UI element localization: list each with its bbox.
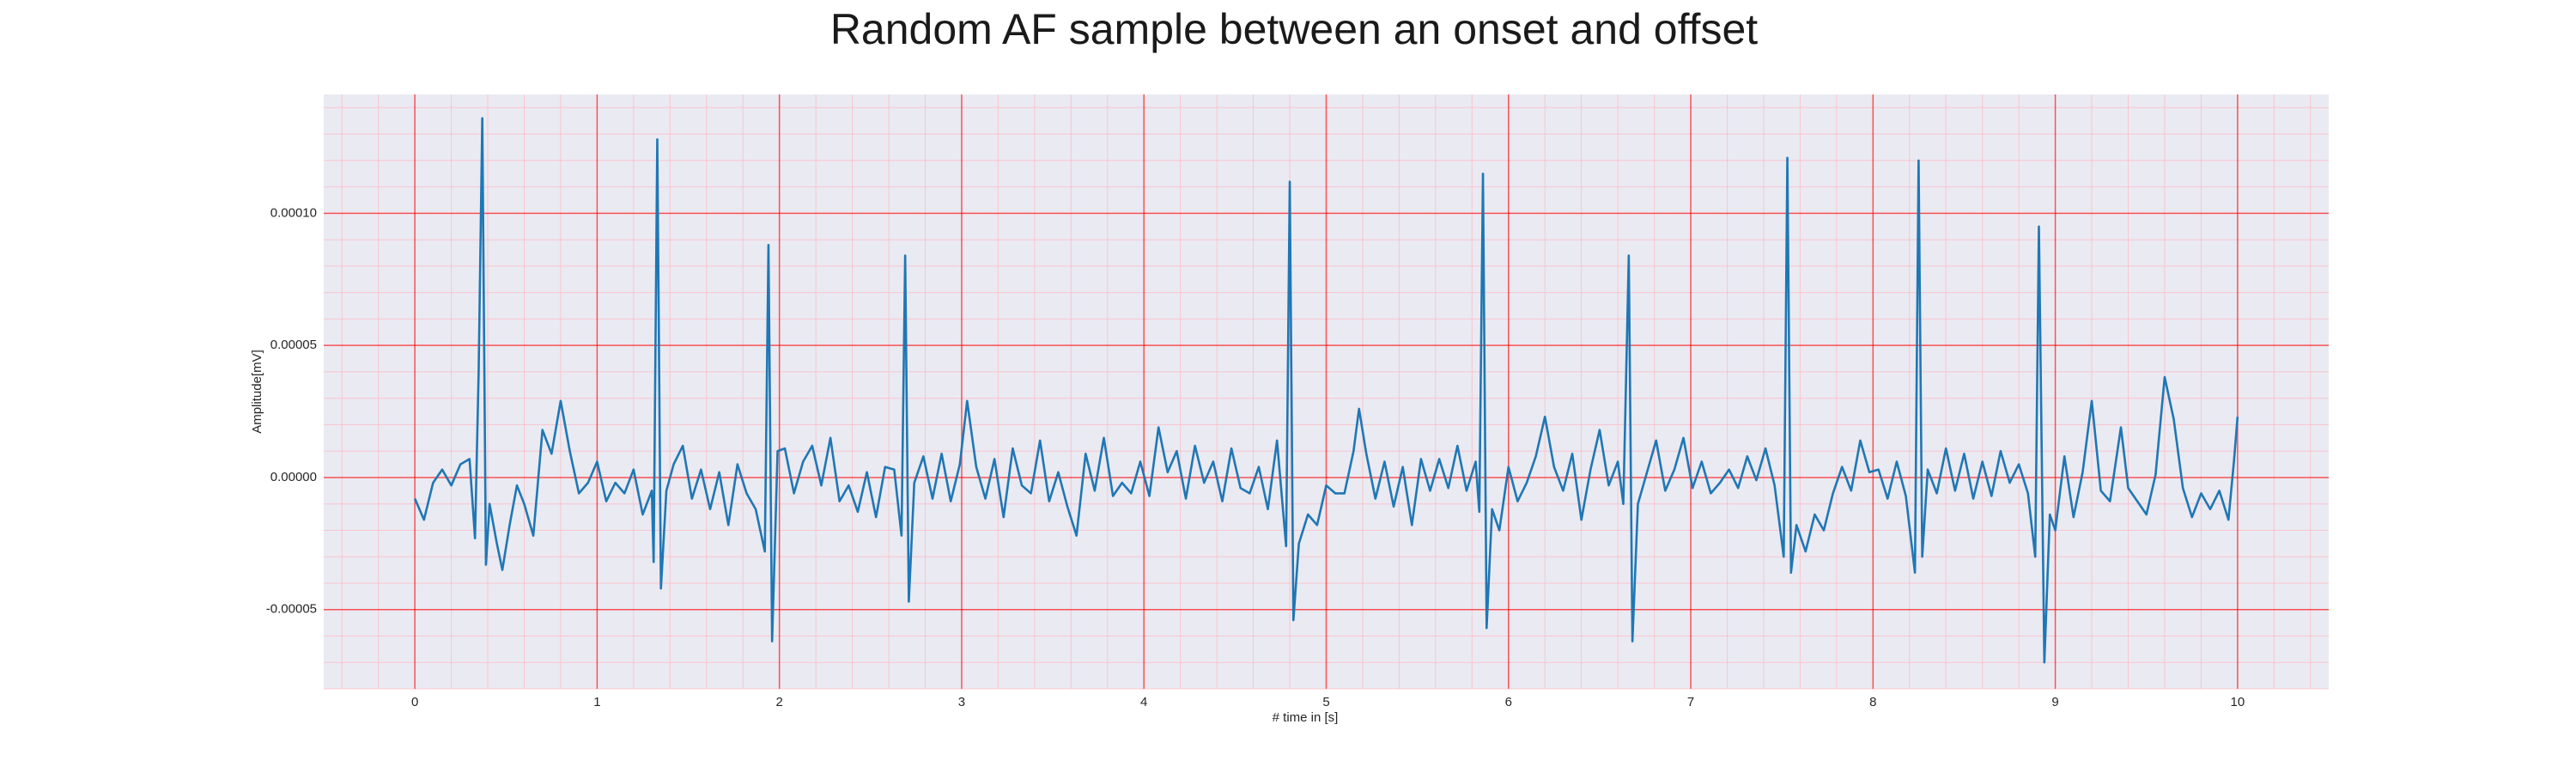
signal-line xyxy=(413,117,2239,664)
chart-title: Random AF sample between an onset and of… xyxy=(830,5,1758,53)
x-tick-label: 7 xyxy=(1687,695,1694,709)
x-tick-label: 1 xyxy=(593,695,600,709)
y-tick-label: 0.00010 xyxy=(270,205,317,220)
x-tick-label: 4 xyxy=(1140,695,1147,709)
y-tick-label: -0.00005 xyxy=(266,602,317,617)
y-tick-label: 0.00000 xyxy=(270,470,317,484)
x-tick-label: 2 xyxy=(776,695,783,709)
x-axis-label: # time in [s] xyxy=(1273,710,1339,725)
plot-area xyxy=(324,94,2329,690)
x-tick-label: 8 xyxy=(1869,695,1876,709)
x-tick-label: 5 xyxy=(1322,695,1329,709)
x-tick-label: 6 xyxy=(1505,695,1512,709)
x-tick-label: 10 xyxy=(2231,695,2245,709)
x-tick-label: 3 xyxy=(958,695,965,709)
y-tick-label: 0.00005 xyxy=(270,338,317,352)
x-tick-label: 9 xyxy=(2051,695,2058,709)
x-tick-label: 0 xyxy=(411,695,418,709)
y-axis-label: Amplitude[mV] xyxy=(250,350,264,434)
